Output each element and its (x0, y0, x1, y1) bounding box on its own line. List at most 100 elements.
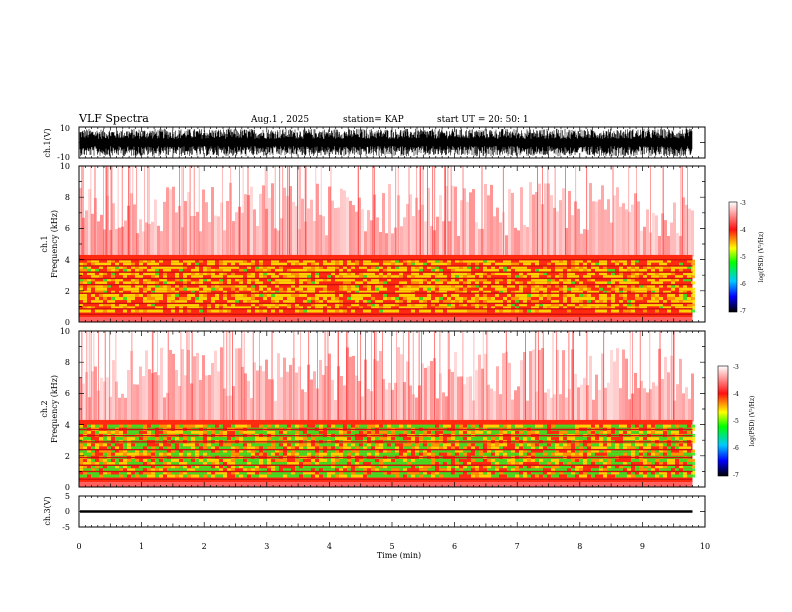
spec2-cell (351, 474, 355, 478)
spec1-cell (455, 268, 459, 272)
spec1-cell (419, 297, 423, 301)
spec1-cell (391, 259, 395, 263)
spec2-cell (655, 449, 659, 453)
spec2-hf-col (577, 387, 580, 422)
spec2-hf-col (295, 372, 298, 422)
spec2-cell (659, 443, 663, 447)
spec1-sferic (121, 166, 123, 255)
spec2-cell (375, 465, 379, 469)
spec1-cell (203, 290, 207, 294)
spec1-hf-col (124, 220, 127, 257)
spec2-cell (227, 458, 231, 462)
spec1-cell (659, 275, 663, 279)
spec2-cell (415, 458, 419, 462)
spec2-hf-col (277, 353, 280, 422)
xtick-9: 9 (640, 542, 645, 551)
spec1-cell (403, 287, 407, 291)
spec2-cell (551, 474, 555, 478)
spec1-cell (243, 287, 247, 291)
spec2-cell (343, 474, 347, 478)
spec1-cell (535, 272, 539, 276)
spec1-cell (439, 272, 443, 276)
spec1-cell (667, 265, 671, 269)
spec1-cell (355, 259, 359, 263)
spec2-cell (667, 465, 671, 469)
spec1-cell (159, 297, 163, 301)
spec2-cell (591, 471, 595, 475)
spec1-cell (107, 278, 111, 282)
spec1-band-line-2 (79, 302, 693, 305)
spec1-cell (523, 284, 527, 288)
spec1-cell (147, 262, 151, 266)
spec2-cell (511, 462, 515, 466)
spec1-sferic (230, 166, 232, 255)
spec2-cell (251, 462, 255, 466)
spec2-cell (655, 424, 659, 428)
spec2-cell (143, 452, 147, 456)
spec1-cell (551, 303, 555, 307)
spec1-cell (631, 265, 635, 269)
spec1-cell (395, 275, 399, 279)
spec2-cell (319, 458, 323, 462)
spec2-cell (539, 424, 543, 428)
spec2-cell (103, 468, 107, 472)
spec1-hf-col (655, 215, 658, 257)
spec1-sferic (330, 166, 332, 255)
spec1-cell (291, 284, 295, 288)
spec1-cell (183, 287, 187, 291)
spec2-cell (327, 468, 331, 472)
spec2-cell (175, 471, 179, 475)
spec2-cell (391, 452, 395, 456)
spec1-cell (411, 268, 415, 272)
spec1-cell (567, 309, 571, 313)
spec1-sferic (297, 166, 299, 255)
spec1-cell (439, 306, 443, 310)
spec1-hf-col (619, 206, 622, 257)
spec1-cell (347, 281, 351, 285)
spec2-cell (599, 430, 603, 434)
spec1-hf-col (553, 207, 556, 257)
spec2-cell (387, 465, 391, 469)
spec2-cell (455, 458, 459, 462)
spec2-band-line-2 (79, 464, 693, 466)
spec2-hf-col (184, 375, 187, 422)
spec2-cell (339, 437, 343, 441)
spec1-cell (487, 297, 491, 301)
spec2-cell (599, 458, 603, 462)
spec1-cell (535, 275, 539, 279)
spec2-cell (79, 430, 83, 434)
spec1-cell (611, 278, 615, 282)
spec2-cell (563, 430, 567, 434)
spec1-cell (567, 281, 571, 285)
spec1-cell (319, 278, 323, 282)
spec1-cell (539, 272, 543, 276)
spec1-cell (311, 268, 315, 272)
spec1-hf-col (421, 204, 424, 257)
spec1-cell (543, 265, 547, 269)
spec1-cell (183, 275, 187, 279)
spec1-cell (599, 287, 603, 291)
spec1-cell (487, 281, 491, 285)
spec2-cell (207, 452, 211, 456)
cb2-tick-2: -5 (733, 418, 739, 425)
spec1-cell (295, 262, 299, 266)
spec1-cell (451, 281, 455, 285)
spec2-cell (691, 468, 695, 472)
spec2-cell (487, 468, 491, 472)
spec1-cell (175, 265, 179, 269)
spec1-cell (115, 281, 119, 285)
spec1-cell (115, 278, 119, 282)
spec2-hf-col (478, 354, 481, 422)
spec1-cell (403, 265, 407, 269)
spec2-cell (195, 474, 199, 478)
spec1-cell (371, 265, 375, 269)
spec1-cell (483, 300, 487, 304)
spec2-cell (459, 452, 463, 456)
spec1-hf-col (469, 192, 472, 257)
spec1-cell (535, 309, 539, 313)
spec1-cell (95, 309, 99, 313)
spec2-cell (483, 474, 487, 478)
spec2-cell (443, 458, 447, 462)
spec1-cell (83, 262, 87, 266)
spec1-sferic (422, 166, 424, 255)
